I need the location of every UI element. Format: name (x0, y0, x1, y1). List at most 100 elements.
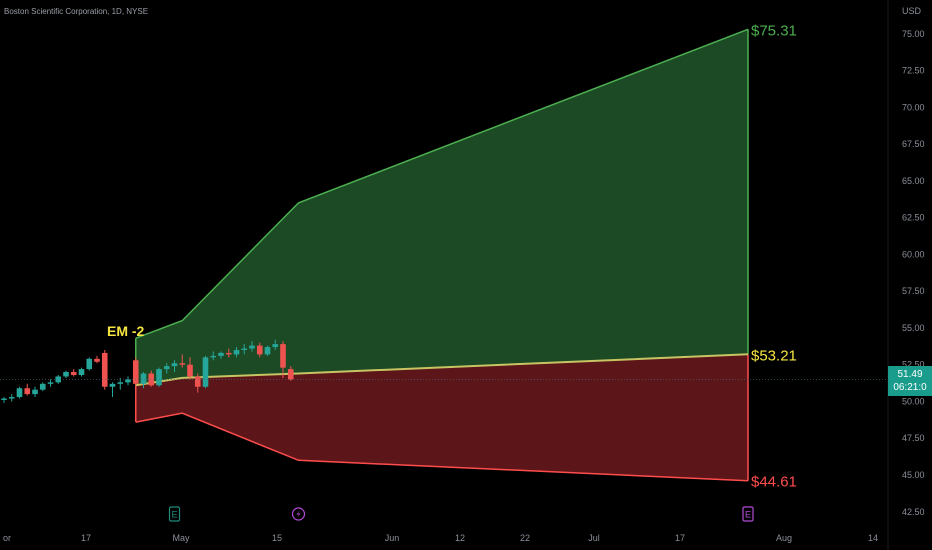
earnings-upcoming-badge: E (742, 506, 754, 522)
candle (39, 382, 46, 392)
candle (47, 379, 54, 387)
upper-band-line (135, 28, 749, 339)
candle (101, 350, 108, 390)
x-tick-label: 15 (272, 533, 282, 543)
candle-body (8, 397, 15, 399)
lower-band-fill (135, 354, 749, 481)
y-tick-label: 67.50 (902, 139, 925, 149)
candle (171, 360, 178, 373)
candle (86, 357, 93, 371)
candle (63, 370, 69, 378)
candle (179, 354, 186, 368)
candle (163, 363, 170, 374)
x-tick-label: 17 (675, 533, 685, 543)
candle (117, 377, 124, 390)
y-tick-label: 45.00 (902, 470, 925, 480)
candle-body (287, 369, 294, 380)
earnings-badge-box (168, 506, 181, 522)
candle-body (94, 358, 100, 362)
candle-body (264, 347, 271, 355)
candle (140, 372, 147, 389)
earnings-badge-label: E (171, 510, 177, 520)
x-axis[interactable]: or 17 May 15 Jun 12 22 Jul 17 Aug 14 (3, 533, 878, 543)
candle (125, 376, 131, 386)
y-tick-label: 62.50 (902, 213, 925, 223)
em-label: EM -2 (107, 323, 145, 339)
candle (132, 357, 139, 395)
candle-body (249, 345, 255, 349)
candle-body (179, 363, 186, 365)
candle-body (1, 398, 7, 400)
earnings-badge-label: E (745, 510, 751, 520)
mid-end-label: $53.21 (751, 347, 797, 364)
candle-body (140, 373, 147, 384)
candle-body (194, 376, 201, 387)
candle (94, 355, 100, 364)
x-tick-label: Jul (588, 533, 600, 543)
cone-end-labels: $75.31 $53.21 $44.61 (751, 22, 797, 490)
chart-title: Boston Scientific Corporation, 1D, NYSE (4, 7, 149, 16)
candle (272, 339, 279, 350)
candle (8, 394, 15, 402)
candle-body (117, 382, 124, 384)
candle-body (16, 388, 23, 398)
upper-band-fill (135, 29, 749, 386)
candle (148, 370, 155, 387)
candle-body (55, 376, 62, 383)
candle-body (32, 389, 38, 395)
currency-label: USD (902, 6, 922, 16)
upper-end-label: $75.31 (751, 22, 797, 39)
candle-body (24, 388, 31, 395)
y-tick-label: 70.00 (902, 102, 925, 112)
dividend-icon (291, 507, 306, 521)
candle-body (202, 357, 209, 387)
candle-body (280, 344, 286, 368)
candle (1, 397, 7, 403)
y-tick-label: 47.50 (902, 433, 925, 443)
candle (202, 355, 209, 389)
candle (249, 341, 255, 352)
candle-body (39, 383, 46, 390)
candle (156, 367, 162, 387)
candle-body (156, 369, 162, 386)
candle-body (233, 350, 240, 355)
candle (233, 347, 240, 358)
candle-body (132, 360, 139, 384)
x-tick-label: Aug (776, 533, 792, 543)
candle-body (63, 372, 69, 377)
bar-countdown: 06:21:0 (893, 382, 927, 393)
candle (287, 366, 294, 381)
candle (280, 341, 286, 378)
candle-body (70, 372, 77, 375)
candle (32, 386, 38, 398)
candle (256, 342, 263, 358)
x-tick-label: 14 (868, 533, 878, 543)
y-axis[interactable]: 42.50 45.00 47.50 50.00 52.50 55.00 57.50 60.00… (902, 29, 925, 517)
candle-body (163, 366, 170, 370)
earnings-badge-box (742, 506, 754, 522)
x-tick-label: May (172, 533, 190, 543)
candle (16, 386, 23, 399)
candle-body (86, 358, 93, 370)
candle-body (101, 352, 108, 387)
earnings-badge: E (168, 506, 181, 522)
lower-band-line (135, 412, 749, 482)
expected-move-cone (135, 28, 749, 482)
candle-body (210, 355, 217, 358)
candle-body (187, 364, 193, 377)
candle (24, 383, 31, 396)
candle-body (272, 344, 279, 348)
candle-body (218, 352, 224, 356)
candle (225, 348, 232, 358)
y-tick-label: 57.50 (902, 286, 925, 296)
x-tick-label: 12 (455, 533, 465, 543)
candle-body (256, 345, 263, 355)
candle-body (109, 383, 116, 387)
candle (194, 373, 201, 393)
candle-body (47, 382, 54, 384)
dividend-badge (291, 507, 306, 521)
y-tick-label: 55.00 (902, 323, 925, 333)
current-price-tag: 51.49 06:21:0 (888, 366, 932, 396)
